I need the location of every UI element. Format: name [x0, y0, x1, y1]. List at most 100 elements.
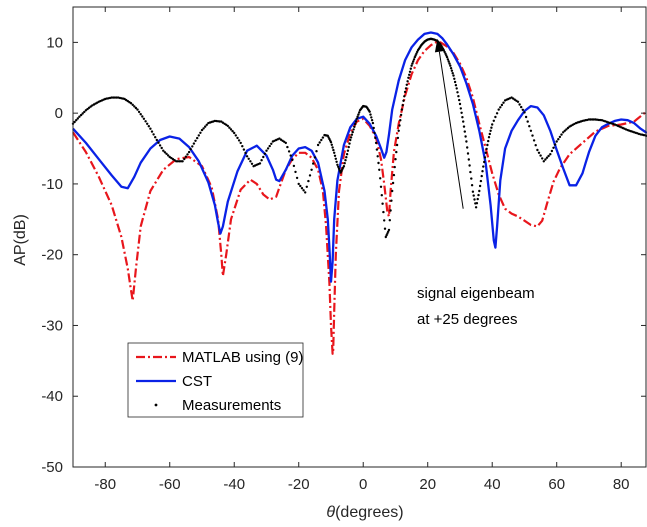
measurement-point: [354, 122, 357, 126]
measurement-point: [352, 128, 355, 131]
measurement-point: [411, 62, 414, 65]
measurement-point: [268, 144, 271, 148]
measurement-point: [487, 136, 491, 139]
measurement-point: [550, 149, 554, 153]
measurement-point: [553, 143, 557, 146]
measurement-point: [155, 138, 158, 142]
measurement-point: [476, 197, 479, 201]
measurement-point: [337, 167, 341, 170]
measurement-point: [266, 147, 270, 150]
measurement-point: [263, 152, 267, 155]
measurement-point: [199, 131, 202, 134]
measurement-point: [329, 141, 333, 144]
measurement-point: [260, 159, 263, 162]
measurement-point: [414, 54, 417, 57]
annotation-arrow: [438, 51, 464, 209]
measurement-point: [142, 117, 146, 121]
measurement-point: [489, 129, 492, 132]
measurement-point: [389, 209, 392, 212]
measurement-point: [370, 116, 373, 119]
y-tick-label: -50: [41, 459, 63, 476]
measurement-point: [316, 143, 320, 147]
x-tick-label: -60: [159, 476, 181, 493]
measurement-point: [187, 150, 191, 154]
measurement-point: [374, 141, 378, 145]
legend-label-matlab: MATLAB using (9): [182, 349, 303, 366]
measurement-point: [302, 189, 305, 192]
measurement-point: [469, 170, 472, 174]
measurement-point: [549, 153, 552, 156]
measurement-point: [521, 108, 524, 112]
measurement-point: [491, 123, 494, 126]
measurement-point: [335, 160, 338, 163]
measurement-point: [500, 103, 504, 107]
measurement-point: [557, 138, 560, 141]
measurement-point: [480, 174, 483, 178]
measurement-point: [312, 162, 315, 165]
measurement-point: [369, 113, 372, 116]
measurement-point: [466, 146, 469, 149]
y-tick-label: -10: [41, 176, 63, 193]
measurement-point: [305, 185, 308, 188]
measurement-point: [370, 119, 374, 122]
measurement-point: [134, 106, 138, 110]
measurement-point: [331, 146, 334, 149]
measurement-point: [354, 120, 358, 123]
measurement-point: [258, 162, 262, 165]
measurement-point: [542, 160, 545, 163]
measurement-point: [465, 140, 468, 143]
measurement-point: [347, 145, 350, 149]
measurement-point: [158, 144, 162, 147]
measurement-point: [157, 141, 160, 144]
measurement-point: [494, 115, 497, 119]
measurement-point: [495, 112, 499, 115]
measurement-point: [484, 151, 487, 154]
measurement-point: [490, 126, 493, 129]
measurement-point: [234, 134, 237, 137]
measurement-point: [391, 189, 394, 193]
measurement-point: [458, 98, 461, 102]
measurement-point: [481, 170, 484, 173]
legend: MATLAB using (9) CST Measurements: [127, 342, 303, 418]
measurement-point: [297, 182, 300, 186]
measurement-point: [368, 110, 371, 113]
measurement-point: [200, 128, 204, 132]
measurement-point: [555, 140, 558, 143]
annotation-line-2: at +25 degrees: [417, 311, 518, 328]
measurement-point: [131, 103, 134, 107]
plot-area: [71, 31, 647, 355]
x-tick-label: 60: [548, 476, 565, 493]
measurement-point: [528, 125, 531, 128]
measurement-point: [536, 148, 539, 152]
measurement-point: [544, 158, 547, 161]
measurement-point: [344, 159, 347, 162]
measurement-point: [241, 145, 244, 148]
measurement-point: [308, 174, 312, 177]
measurement-point: [304, 191, 307, 194]
measurement-point: [150, 130, 154, 133]
measurement-point: [460, 111, 463, 115]
measurement-point: [337, 165, 340, 168]
measurement-point: [78, 115, 81, 118]
measurement-point: [287, 150, 291, 153]
x-axis-label: θ(degrees): [326, 504, 403, 521]
measurement-point: [473, 198, 476, 201]
measurement-point: [345, 156, 348, 159]
measurement-point: [499, 106, 502, 109]
measurement-point: [239, 141, 242, 145]
measurement-point: [160, 146, 163, 150]
measurement-point: [400, 108, 404, 111]
measurement-point: [183, 157, 186, 161]
measurement-point: [373, 131, 376, 135]
measurement-point: [457, 95, 460, 98]
measurement-point: [563, 129, 566, 132]
measurement-point: [531, 134, 534, 137]
measurement-point: [221, 121, 225, 124]
measurement-point: [333, 151, 336, 154]
measurement-point: [163, 151, 167, 154]
measurement-point: [537, 151, 541, 154]
measurement-point: [231, 130, 234, 133]
x-tick-label: -20: [288, 476, 310, 493]
measurement-point: [395, 143, 399, 147]
measurement-point: [307, 179, 310, 183]
